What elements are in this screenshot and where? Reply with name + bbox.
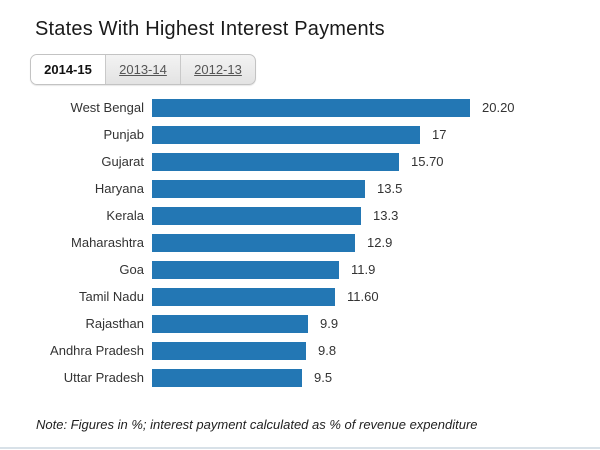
state-label: Andhra Pradesh xyxy=(50,343,144,358)
bar xyxy=(152,368,302,387)
value-label: 11.60 xyxy=(347,289,379,304)
value-label: 11.9 xyxy=(351,262,376,277)
state-label: Maharashtra xyxy=(71,235,144,250)
state-label: Haryana xyxy=(94,181,144,196)
bar xyxy=(152,179,365,198)
state-label: Tamil Nadu xyxy=(78,289,144,304)
bar xyxy=(152,98,470,117)
state-label: Rajasthan xyxy=(85,316,144,331)
value-label: 9.9 xyxy=(320,316,339,331)
bar-row: Andhra Pradesh 9.8 xyxy=(30,337,600,364)
bar xyxy=(152,206,361,225)
tab-2012-13[interactable]: 2012-13 xyxy=(180,55,255,84)
value-label: 13.3 xyxy=(373,208,399,223)
chart-title: States With Highest Interest Payments xyxy=(35,18,385,40)
bar-row: Uttar Pradesh 9.5 xyxy=(30,364,600,391)
bar-row: Punjab 17 xyxy=(30,121,600,148)
bar-row: West Bengal 20.20 xyxy=(30,94,600,121)
bar-row: Goa 11.9 xyxy=(30,256,600,283)
bar-row: Rajasthan 9.9 xyxy=(30,310,600,337)
chart-footnote: Note: Figures in %; interest payment cal… xyxy=(36,417,478,432)
bar xyxy=(152,233,355,252)
value-label: 15.70 xyxy=(411,154,444,169)
bottom-divider xyxy=(0,447,600,449)
bar xyxy=(152,287,335,306)
state-label: West Bengal xyxy=(70,100,144,115)
tab-2013-14[interactable]: 2013-14 xyxy=(105,55,180,84)
value-label: 13.5 xyxy=(377,181,403,196)
value-label: 17 xyxy=(432,127,447,142)
bar-row: Haryana 13.5 xyxy=(30,175,600,202)
value-label: 9.8 xyxy=(318,343,337,358)
bar xyxy=(152,260,339,279)
bar-row: Tamil Nadu 11.60 xyxy=(30,283,600,310)
state-label: Goa xyxy=(119,262,144,277)
bar xyxy=(152,341,306,360)
value-label: 20.20 xyxy=(482,100,515,115)
tab-2014-15[interactable]: 2014-15 xyxy=(31,55,105,84)
bar xyxy=(152,125,420,144)
bar-chart: West Bengal 20.20 Punjab 17 Gujarat 15.7… xyxy=(30,94,600,391)
bar-row: Kerala 13.3 xyxy=(30,202,600,229)
year-tab-group: 2014-15 2013-14 2012-13 xyxy=(30,54,256,85)
state-label: Punjab xyxy=(103,127,144,142)
bar-row: Gujarat 15.70 xyxy=(30,148,600,175)
value-label: 9.5 xyxy=(314,370,333,385)
state-label: Uttar Pradesh xyxy=(63,370,144,385)
article-chart-widget: States With Highest Interest Payments 20… xyxy=(30,18,600,391)
bar xyxy=(152,314,308,333)
state-label: Kerala xyxy=(106,208,144,223)
bar xyxy=(152,152,399,171)
bar-rows: West Bengal 20.20 Punjab 17 Gujarat 15.7… xyxy=(30,94,600,391)
value-label: 12.9 xyxy=(367,235,393,250)
bar-row: Maharashtra 12.9 xyxy=(30,229,600,256)
state-label: Gujarat xyxy=(101,154,144,169)
